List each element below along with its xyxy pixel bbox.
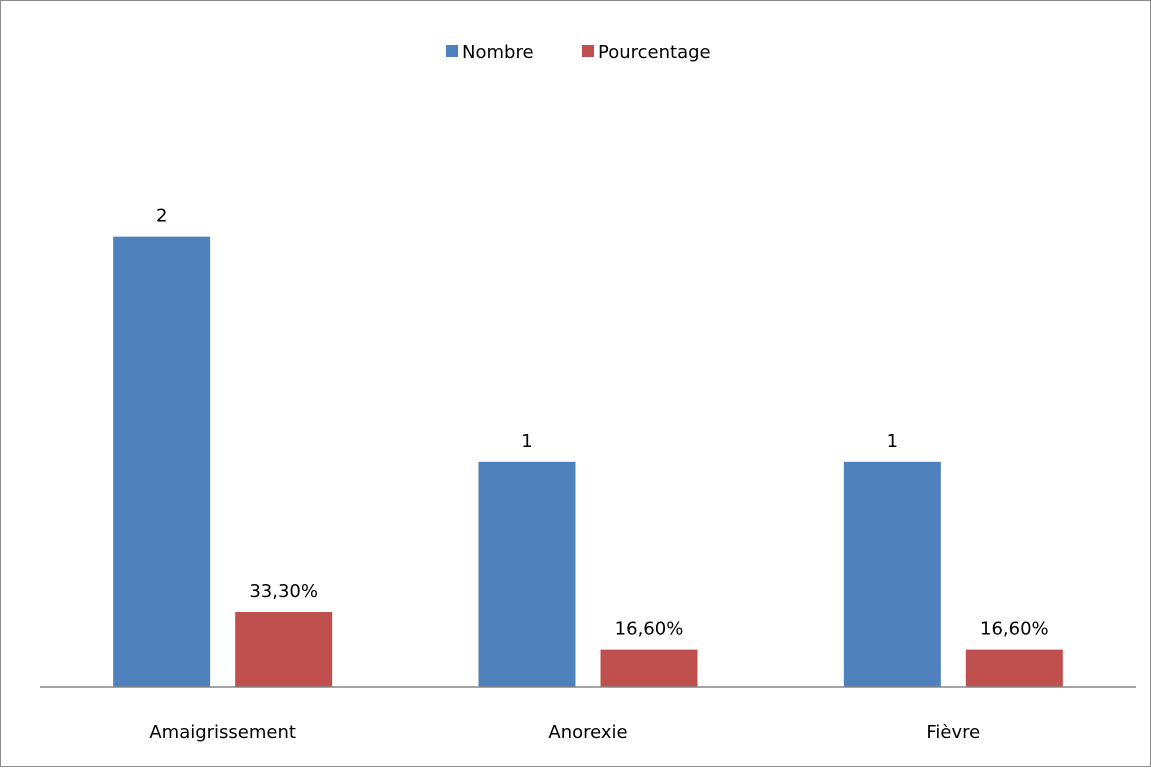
bar-pourcentage-1 bbox=[235, 612, 333, 687]
bar-nombre-1 bbox=[113, 236, 211, 687]
data-labels: 2 33,30% 1 16,60% 1 16,60% bbox=[156, 206, 1049, 640]
data-label-pourcentage-1: 33,30% bbox=[249, 581, 318, 602]
data-label-nombre-1: 2 bbox=[156, 206, 167, 227]
bar-pourcentage-2 bbox=[600, 649, 698, 687]
data-label-pourcentage-3: 16,60% bbox=[980, 619, 1049, 640]
x-tick-label-1: Amaigrissement bbox=[149, 722, 296, 743]
category-labels: Amaigrissement Anorexie Fièvre bbox=[149, 722, 980, 743]
legend-label-pourcentage: Pourcentage bbox=[598, 42, 711, 63]
x-tick-label-3: Fièvre bbox=[926, 722, 980, 743]
bar-nombre-2 bbox=[478, 461, 576, 687]
legend: Nombre Pourcentage bbox=[446, 42, 711, 63]
bars bbox=[113, 236, 1063, 687]
data-label-nombre-2: 1 bbox=[521, 431, 532, 452]
x-tick-label-2: Anorexie bbox=[548, 722, 627, 743]
legend-swatch-nombre bbox=[446, 45, 458, 57]
data-label-pourcentage-2: 16,60% bbox=[615, 619, 684, 640]
bar-nombre-3 bbox=[843, 461, 941, 687]
data-label-nombre-3: 1 bbox=[887, 431, 898, 452]
legend-swatch-pourcentage bbox=[582, 45, 594, 57]
legend-label-nombre: Nombre bbox=[462, 42, 534, 63]
bar-pourcentage-3 bbox=[965, 649, 1063, 687]
